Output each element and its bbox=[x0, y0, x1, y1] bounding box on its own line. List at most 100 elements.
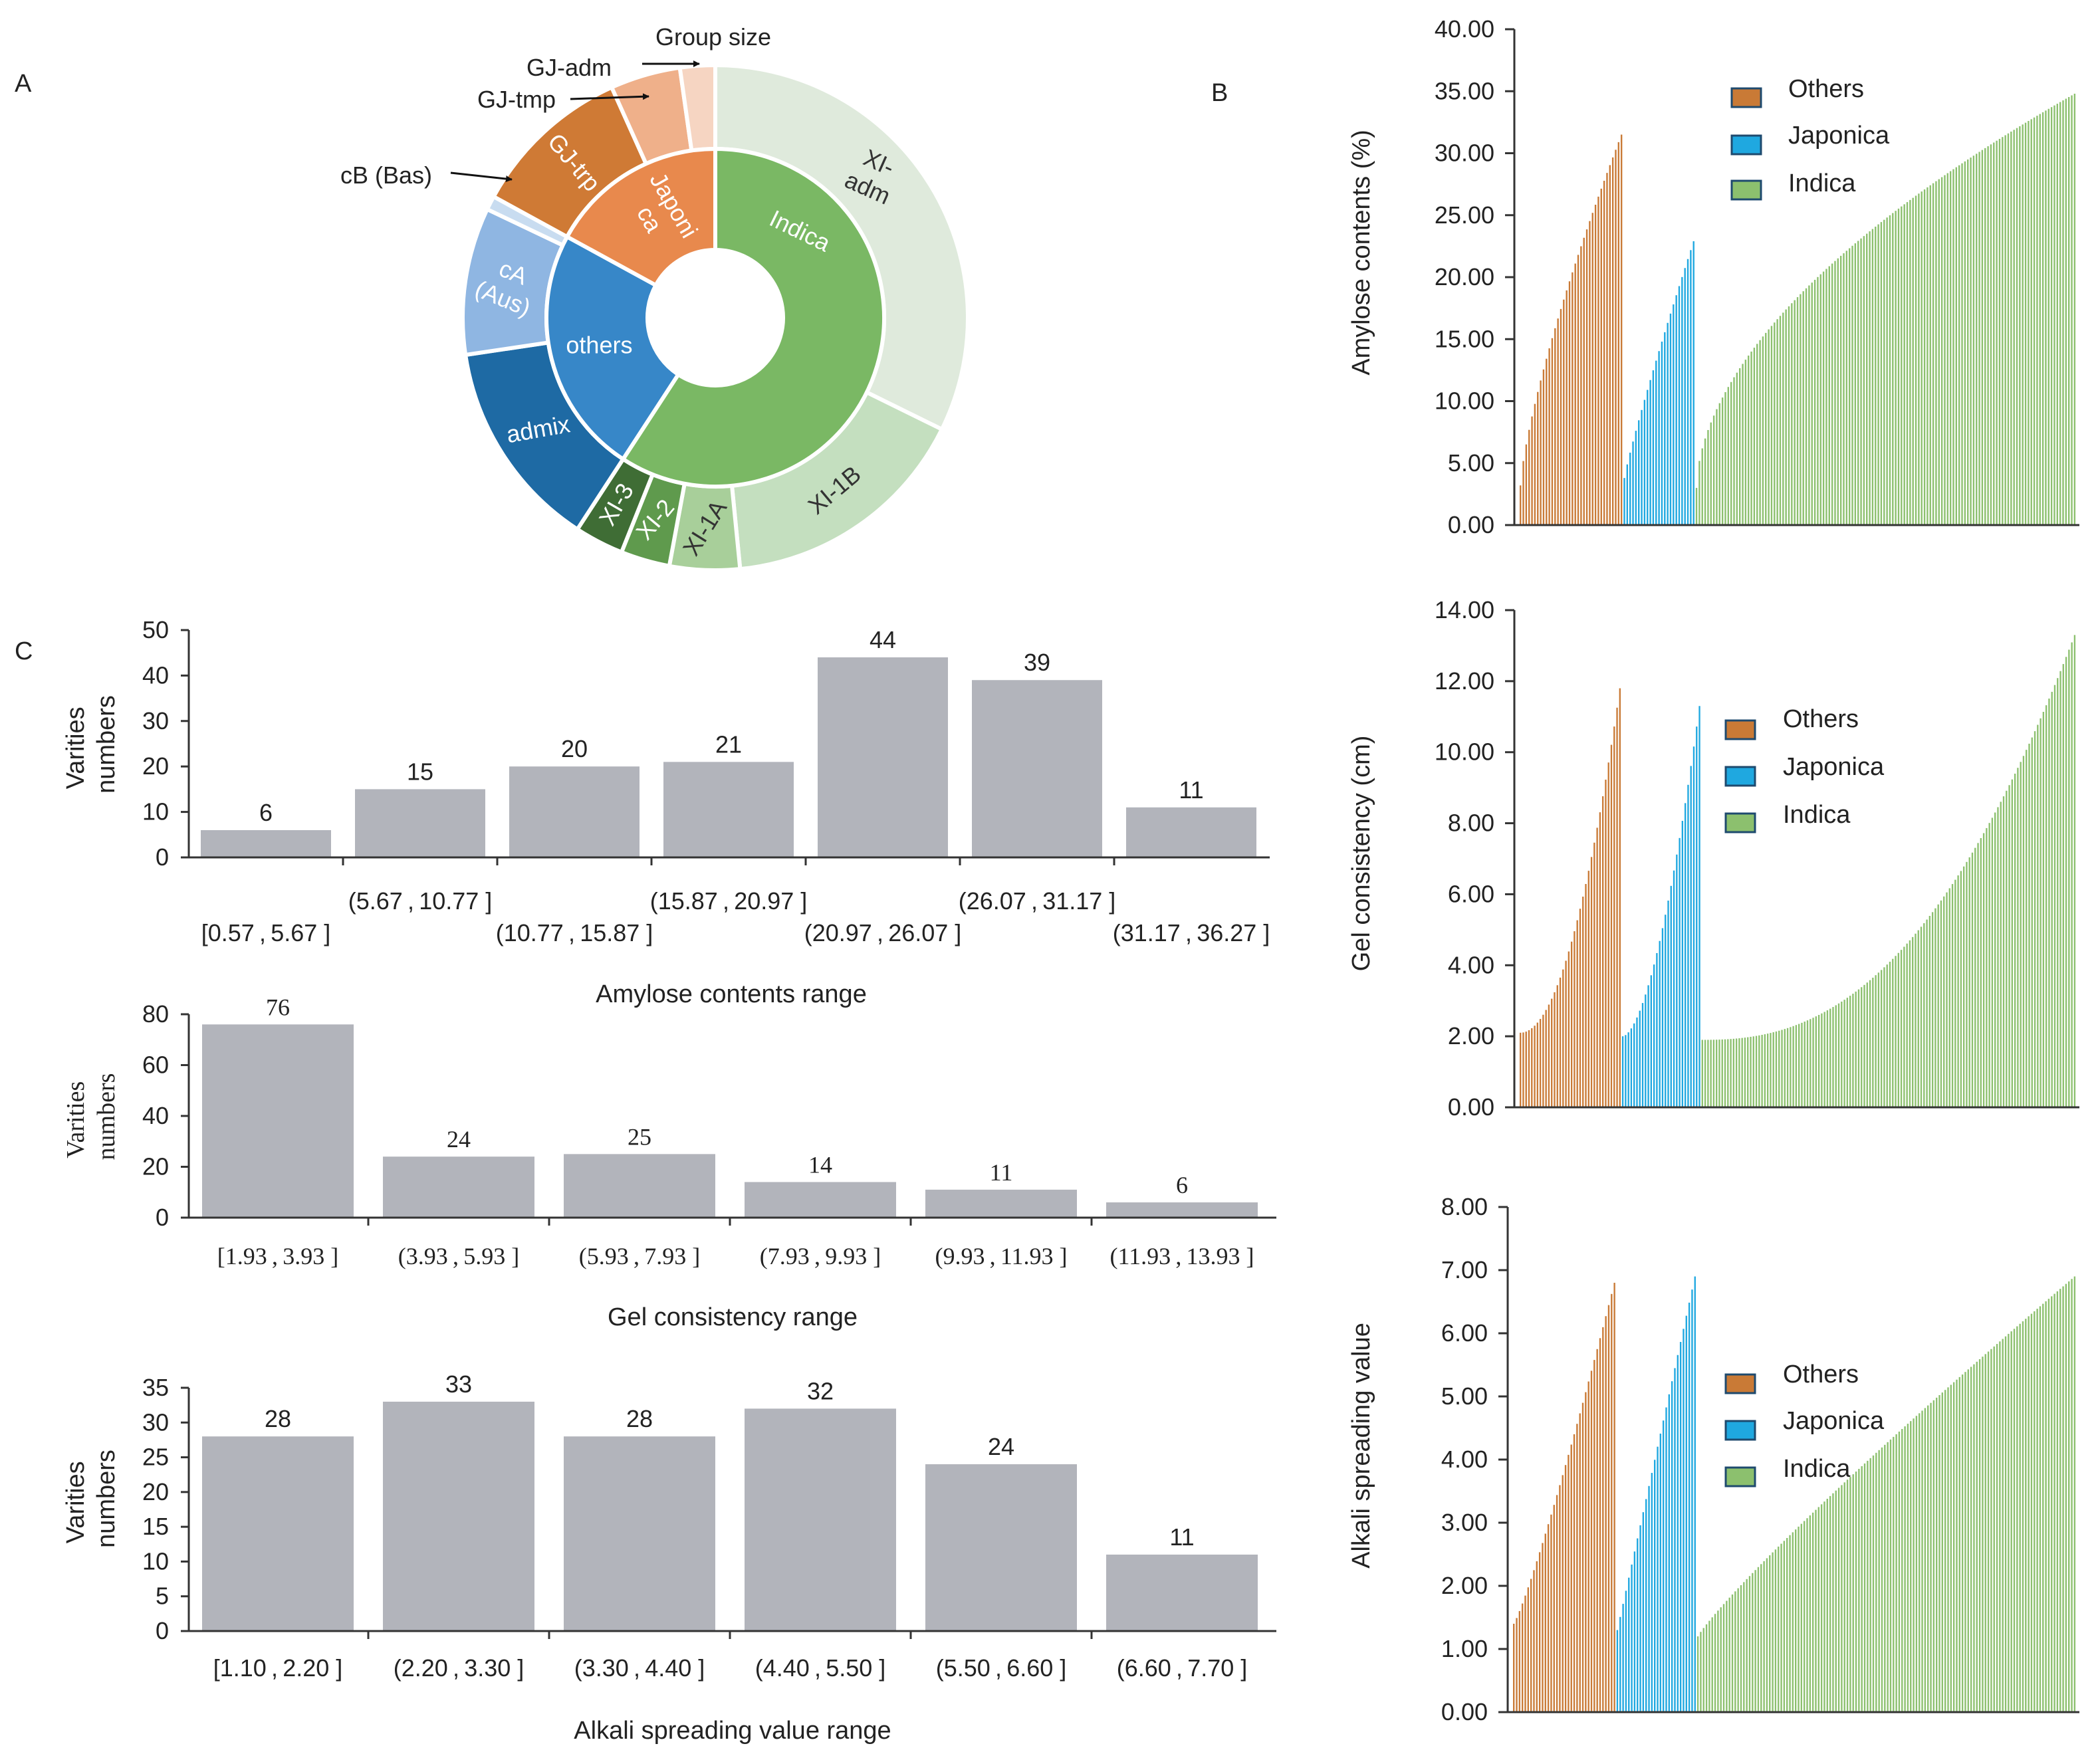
bar-indica bbox=[1803, 1521, 1806, 1712]
bar-indica bbox=[1788, 306, 1790, 525]
bar-indica bbox=[1765, 332, 1767, 525]
bar-indica bbox=[1727, 1039, 1729, 1107]
bar-indica bbox=[2022, 1321, 2024, 1712]
bar-indica bbox=[1783, 1541, 1786, 1712]
bar-japonica bbox=[1665, 915, 1667, 1107]
bar-indica bbox=[1791, 303, 1793, 525]
bar-others bbox=[1611, 157, 1614, 526]
bar-indica bbox=[1778, 1030, 1780, 1107]
bar-indica bbox=[1759, 340, 1761, 525]
bar-japonica bbox=[1698, 706, 1700, 1107]
bar-japonica bbox=[1653, 964, 1655, 1107]
bar-indica bbox=[1990, 1349, 1992, 1712]
bar-indica bbox=[1758, 1035, 1760, 1107]
bar-indica bbox=[2034, 1311, 2036, 1712]
bar-japonica bbox=[1684, 268, 1686, 525]
bar-indica bbox=[1738, 1038, 1740, 1107]
bar-indica bbox=[1960, 871, 1962, 1107]
bar-indica bbox=[2006, 790, 2008, 1107]
bar-indica bbox=[1754, 1570, 1756, 1712]
bar-others bbox=[1551, 338, 1554, 525]
bar-others bbox=[1615, 150, 1617, 526]
bar-indica bbox=[2042, 712, 2045, 1107]
bar-indica bbox=[1782, 312, 1784, 525]
bar-indica bbox=[1704, 1040, 1706, 1107]
y-tick-label: 15 bbox=[142, 1513, 169, 1540]
y-tick-label: 35.00 bbox=[1435, 77, 1494, 104]
bar-indica bbox=[1748, 355, 1750, 525]
bar-others bbox=[1594, 204, 1597, 525]
legend-swatch-japonica-2 bbox=[1724, 766, 1756, 787]
bar-indica bbox=[1843, 253, 1845, 525]
bar-indica bbox=[1936, 1397, 1938, 1712]
bar-indica bbox=[1941, 1392, 1944, 1712]
bar-japonica bbox=[1649, 380, 1651, 525]
bar-indica bbox=[1721, 1039, 1723, 1107]
bar-indica bbox=[1848, 248, 1851, 525]
bar-others bbox=[1589, 221, 1591, 525]
bar-indica bbox=[1750, 1036, 1752, 1107]
y-tick-label: 7.00 bbox=[1441, 1256, 1488, 1283]
bar-indica bbox=[1900, 950, 1903, 1107]
bar-indica bbox=[1705, 1624, 1708, 1712]
bar-indica bbox=[2028, 743, 2030, 1107]
bar-indica bbox=[2048, 699, 2050, 1107]
bar-indica bbox=[2071, 95, 2073, 526]
bar-indica bbox=[2051, 1296, 2053, 1712]
bar-indica bbox=[1973, 1364, 1975, 1712]
bar-indica bbox=[2047, 108, 2049, 526]
bar-indica bbox=[1937, 904, 1939, 1107]
category-label: (7.93 , 9.93 ] bbox=[760, 1243, 881, 1269]
bar-indica bbox=[1852, 994, 1854, 1107]
bar-indica bbox=[1780, 1543, 1782, 1712]
bar-japonica bbox=[1691, 1289, 1693, 1712]
bar-indica bbox=[2065, 1283, 2067, 1712]
amylose-hist-marks: 6 15 20 21 44 39 11 bbox=[201, 626, 1256, 857]
bar-indica bbox=[1785, 309, 1787, 525]
bar-others bbox=[1570, 1444, 1572, 1712]
bar-indica bbox=[1811, 282, 1813, 525]
gel-hist-marks: 76 24 25 14 11 6 bbox=[202, 994, 1258, 1218]
bar-indica bbox=[2030, 119, 2032, 526]
category-label: [1.93 , 3.93 ] bbox=[217, 1243, 338, 1269]
y-tick-label: 20 bbox=[142, 1153, 169, 1180]
bar-indica bbox=[2002, 1339, 2004, 1712]
bar-indica bbox=[1817, 1507, 1819, 1712]
bar-indica bbox=[1881, 1447, 1883, 1712]
bar-others bbox=[1599, 1338, 1601, 1712]
bar-indica bbox=[2028, 1316, 2030, 1712]
bar-others bbox=[1533, 1570, 1535, 1712]
bar-japonica bbox=[1661, 928, 1664, 1107]
bar-indica bbox=[2031, 737, 2033, 1107]
y-tick-label: 6.00 bbox=[1441, 1319, 1488, 1347]
legend-swatch-others bbox=[1730, 87, 1762, 108]
category-label: (4.40 , 5.50 ] bbox=[755, 1654, 886, 1682]
sunburst-segment-japonica bbox=[564, 146, 717, 288]
gel-bars-legend: Others Japonica Indica bbox=[1724, 705, 1885, 833]
bar-indica bbox=[1805, 288, 1808, 525]
y-tick-label: 4.00 bbox=[1441, 1446, 1488, 1473]
bar-indica bbox=[1898, 1431, 1901, 1712]
y-tick-label: 20.00 bbox=[1435, 263, 1494, 290]
bar-value-label: 14 bbox=[808, 1151, 832, 1178]
bar-indica bbox=[1774, 322, 1776, 525]
bar-indica bbox=[1954, 879, 1956, 1107]
category-label: (9.93 , 11.93 ] bbox=[935, 1243, 1067, 1269]
callout-arrow-gj-tmp bbox=[570, 93, 649, 100]
legend-swatch-indica-2 bbox=[1724, 812, 1756, 833]
bar-indica bbox=[1867, 1460, 1869, 1712]
bar-others bbox=[1590, 1370, 1593, 1712]
bar-others bbox=[1539, 1019, 1542, 1107]
y-tick-label: 40 bbox=[142, 1102, 169, 1129]
y-tick-label: 4.00 bbox=[1448, 951, 1494, 978]
alkali-hist-axes bbox=[181, 1386, 1276, 1639]
bar-indica bbox=[1786, 1028, 1789, 1107]
sunburst-segment-others bbox=[544, 234, 681, 462]
bar-japonica bbox=[1647, 389, 1649, 525]
gel-hist-yticks: 0 20 40 60 80 bbox=[142, 1000, 169, 1231]
y-tick-label: 6.00 bbox=[1448, 880, 1494, 907]
bar-indica bbox=[1923, 189, 1926, 525]
y-tick-label: 3.00 bbox=[1441, 1509, 1488, 1536]
bar-others bbox=[1546, 358, 1548, 525]
bar-others bbox=[1613, 726, 1615, 1107]
